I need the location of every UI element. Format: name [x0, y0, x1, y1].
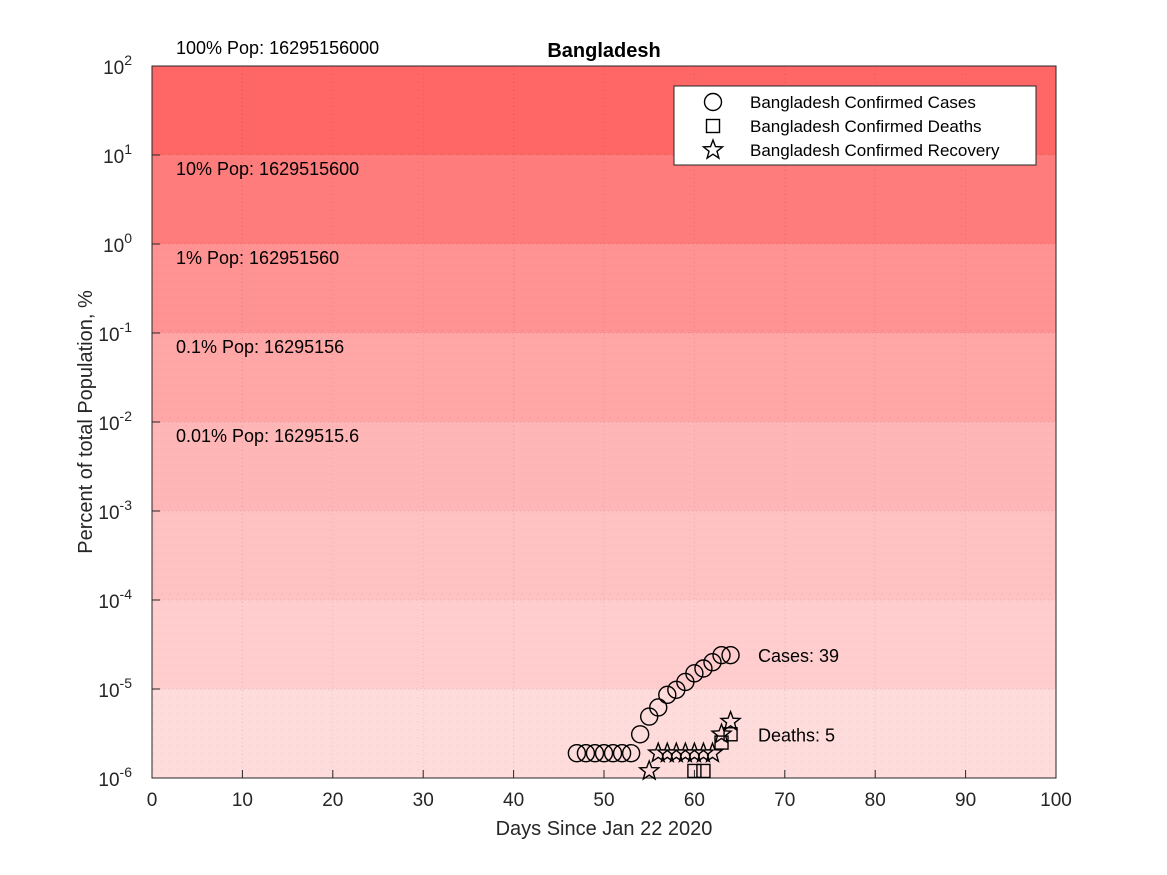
y-tick-label: 102	[103, 52, 132, 79]
data-point-circle	[576, 743, 596, 763]
series-star	[637, 709, 742, 781]
y-tick-label: 10-6	[98, 764, 132, 791]
band-label: 10% Pop: 1629515600	[176, 159, 359, 179]
x-tick-label: 0	[147, 790, 158, 811]
data-point-circle	[712, 645, 731, 665]
data-point-square	[723, 727, 738, 742]
data-point-circle	[603, 743, 623, 763]
x-tick-label: 80	[865, 790, 886, 811]
x-tick-label: 100	[1040, 790, 1072, 811]
data-point-circle	[585, 743, 605, 763]
band-label: 0.1% Pop: 16295156	[176, 337, 344, 357]
y-tick-label: 10-4	[98, 586, 132, 613]
data-point-circle	[658, 685, 677, 705]
y-tick-label: 10-1	[98, 319, 132, 346]
legend-box	[673, 85, 1037, 166]
band-label: 100% Pop: 16295156000	[176, 38, 379, 58]
x-tick-label: 40	[503, 790, 524, 811]
x-tick-label: 70	[774, 790, 795, 811]
data-point-star	[701, 741, 724, 763]
data-point-circle	[685, 664, 704, 683]
data-point-circle	[567, 743, 587, 763]
legend-marker-square	[705, 118, 721, 134]
data-point-square	[687, 763, 702, 779]
data-point-circle	[649, 698, 668, 717]
x-tick-label: 50	[593, 790, 614, 811]
legend-marker-circle	[703, 92, 723, 112]
series-circle	[567, 645, 740, 763]
grid	[152, 66, 1056, 778]
data-point-star	[637, 758, 661, 781]
band-label: 0.01% Pop: 1629515.6	[176, 426, 359, 446]
data-series	[567, 645, 742, 781]
band-texture	[152, 66, 1056, 778]
data-point-circle	[594, 743, 614, 763]
legend-label: Bangladesh Confirmed Recovery	[750, 141, 1000, 160]
x-tick-label: 60	[684, 790, 705, 811]
data-point-star	[719, 709, 742, 732]
point-annotation: Deaths: 5	[758, 725, 835, 745]
x-tick-label: 90	[955, 790, 976, 811]
x-tick-label: 30	[413, 790, 434, 811]
y-tick-label: 101	[103, 141, 132, 168]
y-tick-label: 100	[103, 230, 132, 257]
x-tick-label: 20	[322, 790, 343, 811]
data-point-square	[696, 763, 711, 779]
data-point-circle	[621, 743, 641, 763]
band-label: 1% Pop: 162951560	[176, 248, 339, 268]
legend: Bangladesh Confirmed Cases Bangladesh Con…	[673, 85, 1037, 166]
legend-label: Bangladesh Confirmed Cases	[750, 93, 976, 112]
data-point-circle	[721, 645, 740, 665]
legend-label: Bangladesh Confirmed Deaths	[750, 117, 982, 136]
data-point-circle	[612, 743, 632, 763]
y-tick-label: 10-5	[98, 675, 132, 702]
y-axis-label: Percent of total Population, %	[75, 290, 97, 554]
x-tick-label: 10	[232, 790, 253, 811]
axis-ticks: 0 10 20 30 40 50 60 70 80 90 100 10-6 10-5 10-4 10-3 10…	[98, 52, 1071, 811]
data-point-star	[710, 722, 733, 744]
y-tick-label: 10-3	[98, 497, 132, 524]
data-point-circle	[694, 659, 713, 678]
point-annotation: Cases: 39	[758, 646, 839, 666]
legend-marker-star	[701, 138, 725, 160]
annotations: Cases: 39 Deaths: 5	[758, 646, 839, 745]
chart-title: Bangladesh	[547, 40, 660, 62]
band-labels: 100% Pop: 16295156000 10% Pop: 1629515600…	[176, 38, 379, 446]
x-axis-label: Days Since Jan 22 2020	[496, 818, 713, 840]
y-tick-label: 10-2	[98, 408, 132, 435]
data-point-circle	[630, 725, 650, 744]
